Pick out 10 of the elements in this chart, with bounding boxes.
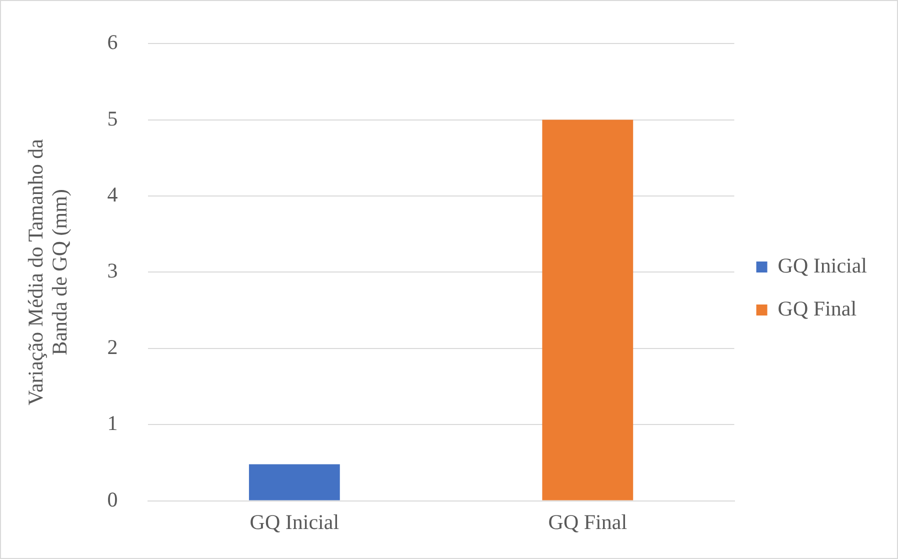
legend-label: GQ Inicial [778, 254, 868, 278]
y-tick-label: 5 [107, 106, 118, 130]
y-axis-title: Variação Média do Tamanho da Banda de GQ (mm) [24, 138, 72, 406]
y-tick-label: 0 [107, 487, 118, 512]
legend-label: GQ Final [778, 296, 857, 321]
y-tick-label: 6 [107, 30, 118, 54]
y-tick-label: 4 [107, 182, 118, 207]
y-tick-label: 1 [107, 411, 118, 436]
y-tick-label: 2 [107, 334, 118, 359]
y-tick-label: 3 [107, 258, 118, 283]
